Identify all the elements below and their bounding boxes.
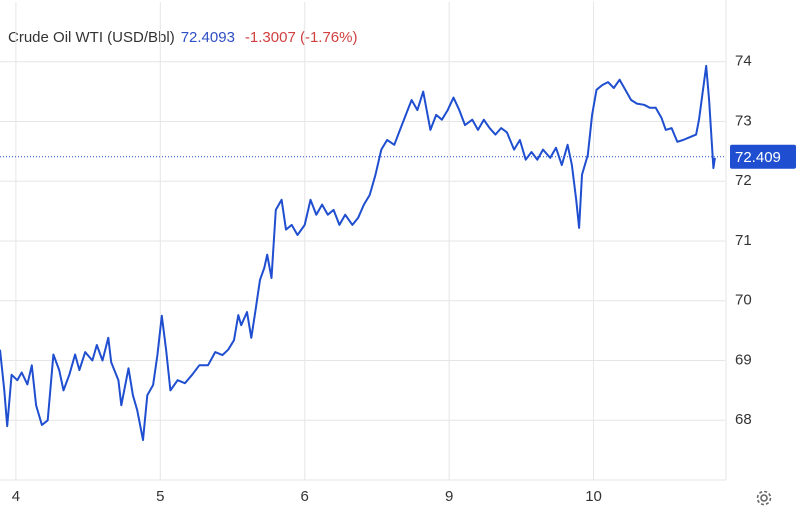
last-price-badge (730, 144, 796, 169)
x-tick-label: 6 (301, 488, 309, 505)
price-line (0, 64, 716, 441)
settings-icon[interactable] (756, 490, 772, 506)
chart-title: Crude Oil WTI (USD/Bbl) (8, 29, 175, 46)
price-change: -1.3007 (-1.76%) (245, 29, 358, 46)
y-tick-label: 74 (735, 53, 752, 70)
last-price-label: 72.409 (735, 149, 781, 166)
y-tick-label: 71 (735, 232, 752, 249)
y-tick-label: 69 (735, 351, 752, 368)
y-tick-label: 72 (735, 172, 752, 189)
y-tick-label: 73 (735, 112, 752, 129)
x-tick-label: 5 (156, 488, 164, 505)
header: Crude Oil WTI (USD/Bbl) 72.4093 -1.3007 (-… (8, 29, 357, 46)
y-tick-label: 68 (735, 411, 752, 428)
last-price: 72.4093 (181, 29, 235, 46)
x-tick-label: 4 (12, 488, 20, 505)
x-tick-label: 10 (585, 488, 602, 505)
y-tick-label: 70 (735, 292, 752, 309)
x-tick-label: 9 (445, 488, 453, 505)
